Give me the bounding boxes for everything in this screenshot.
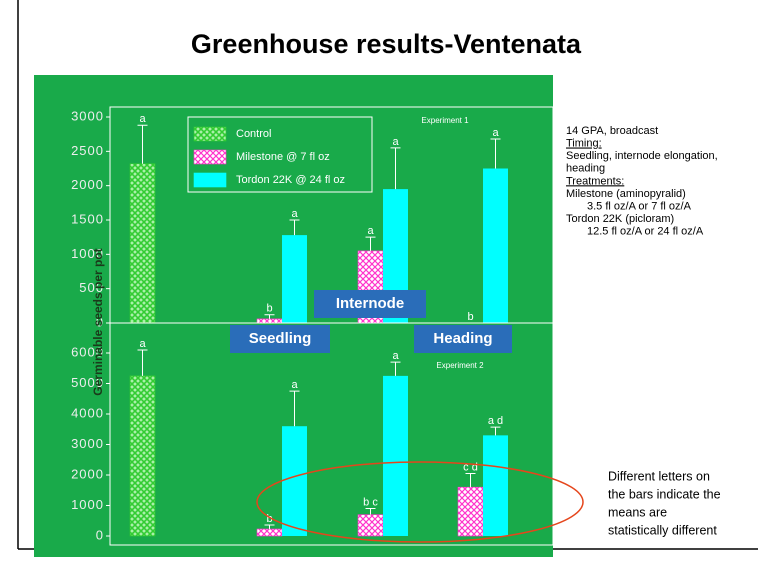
- category-box: [230, 325, 330, 353]
- note-line: 3.5 fl oz/A or 7 fl oz/A: [587, 201, 692, 213]
- note-line: 12.5 fl oz/A or 24 fl oz/A: [587, 226, 704, 238]
- bar: [457, 486, 484, 537]
- category-label: Heading: [433, 330, 492, 347]
- note-line: Timing:: [566, 138, 602, 150]
- bar: [383, 375, 408, 536]
- error-bar: [390, 147, 401, 190]
- experiment-label: Experiment 1: [421, 116, 469, 125]
- footnote-line: the bars indicate the: [608, 487, 721, 501]
- error-bar: [365, 236, 376, 251]
- significance-letter: a: [492, 127, 499, 139]
- significance-letter: a: [392, 136, 399, 148]
- y-tick-label: 1500: [71, 211, 104, 226]
- error-bar: [264, 524, 275, 529]
- y-tick-label: 2000: [71, 466, 104, 481]
- legend-box: [187, 116, 373, 193]
- significance-letter: a: [367, 225, 374, 237]
- error-bar: [465, 472, 476, 488]
- error-bar: [390, 361, 401, 376]
- bar: [282, 235, 307, 323]
- significance-letter: a: [291, 208, 298, 220]
- legend-swatch: [193, 126, 227, 142]
- error-bar: [289, 219, 300, 236]
- error-bar: [490, 138, 501, 169]
- y-tick-label: 0: [96, 314, 104, 329]
- y-tick-label: 1000: [71, 246, 104, 261]
- error-bar: [264, 314, 275, 319]
- error-bar: [289, 390, 300, 427]
- category-label: Seedling: [249, 330, 312, 347]
- error-bar: [365, 508, 376, 515]
- error-bar: [137, 349, 148, 376]
- y-tick-label: 4000: [71, 405, 104, 420]
- y-tick-label: 6000: [71, 344, 104, 359]
- error-bar: [137, 124, 148, 164]
- note-line: heading: [566, 163, 605, 175]
- significance-letter: b c: [363, 496, 378, 508]
- note-line: 14 GPA, broadcast: [566, 125, 658, 137]
- category-box: [414, 325, 512, 353]
- footnote-line: Different letters on: [608, 469, 710, 483]
- significance-letter: a: [291, 379, 298, 391]
- significance-letter: a: [392, 350, 399, 362]
- bar: [282, 426, 307, 536]
- significance-letter: b: [266, 303, 272, 315]
- note-line: Milestone (aminopyralid): [566, 188, 686, 200]
- y-tick-label: 3000: [71, 436, 104, 451]
- bar: [357, 514, 384, 537]
- footnote-line: means are: [608, 505, 667, 519]
- plot-frame: [109, 322, 554, 546]
- experiment-label: Experiment 2: [436, 361, 484, 370]
- significance-letter: b: [266, 513, 272, 525]
- y-tick-label: 0: [96, 527, 104, 542]
- significance-letter: b: [467, 311, 473, 323]
- bar: [129, 375, 156, 537]
- significance-letter: a d: [488, 415, 503, 427]
- y-tick-label: 2000: [71, 177, 104, 192]
- y-tick-label: 2500: [71, 143, 104, 158]
- note-line: Seedling, internode elongation,: [566, 150, 718, 162]
- note-line: Tordon 22K (picloram): [566, 213, 674, 225]
- error-bar: [490, 426, 501, 436]
- legend-label: Control: [236, 128, 271, 140]
- significance-letter: a: [139, 338, 146, 350]
- category-box: [314, 290, 426, 318]
- y-tick-label: 1000: [71, 497, 104, 512]
- bar: [483, 435, 508, 536]
- category-label: Internode: [336, 295, 404, 312]
- legend-swatch: [193, 149, 227, 165]
- y-tick-label: 3000: [71, 108, 104, 123]
- highlight-ellipse: [256, 461, 584, 543]
- bar: [256, 528, 283, 537]
- bar: [483, 168, 508, 323]
- y-tick-label: 5000: [71, 375, 104, 390]
- slide-title: Greenhouse results-Ventenata: [191, 29, 582, 59]
- legend-label: Tordon 22K @ 24 fl oz: [236, 174, 345, 186]
- bar: [129, 163, 156, 324]
- note-line: Treatments:: [566, 175, 624, 187]
- legend-swatch: [193, 172, 227, 188]
- significance-letter: a: [139, 113, 146, 125]
- y-axis-label: Germinable seeds per pot: [91, 248, 105, 395]
- plot: 0 500 1000 1500 2000 2500 3000 Experiment 1 a b a b…: [71, 106, 554, 546]
- footnote-line: statistically different: [608, 523, 717, 537]
- legend-label: Milestone @ 7 fl oz: [236, 151, 330, 163]
- bar: [256, 318, 283, 324]
- y-tick-label: 500: [79, 280, 104, 295]
